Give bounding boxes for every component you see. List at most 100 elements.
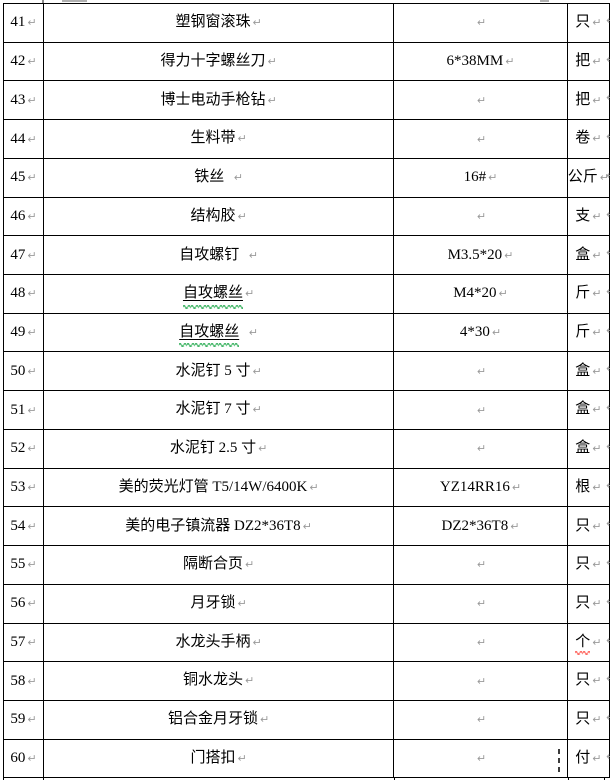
item-spec-cell[interactable]: ↵ <box>393 428 568 469</box>
item-spec-cell[interactable]: ↵ <box>393 583 568 624</box>
item-name-cell[interactable]: 自攻螺丝 ↵ <box>42 274 395 314</box>
item-name-cell[interactable]: 水龙头手柄 ↵ <box>42 622 395 663</box>
row-number-cell[interactable]: 52 ↵ <box>3 428 44 469</box>
row-number-cell[interactable]: 55 ↵ <box>3 545 44 585</box>
item-name-cell[interactable]: 得力十字螺丝刀 ↵ <box>42 41 395 82</box>
item-unit-cell[interactable]: 支 ↵ <box>566 196 610 237</box>
item-unit-decoration: 把 <box>575 53 590 70</box>
row-number: 59 <box>10 711 26 728</box>
item-name-cell[interactable]: 塑钢窗滚珠 ↵ <box>42 3 395 43</box>
item-name-cell[interactable]: 博士电动手枪钻 ↵ <box>42 80 395 121</box>
item-name-decoration: 隔断合页 <box>183 556 243 573</box>
row-number: 60 <box>10 750 26 767</box>
row-number-cell[interactable]: 47 ↵ <box>3 235 44 276</box>
item-spec-cell[interactable]: ↵ <box>393 3 568 43</box>
item-spec-cell[interactable]: 16# ↵ <box>393 157 568 198</box>
paragraph-mark-icon: ↵ <box>309 480 319 494</box>
item-name-cell[interactable]: 水泥钉 7 寸 ↵ <box>42 390 395 430</box>
item-unit-cell[interactable]: 盒 ↵ <box>566 390 610 430</box>
item-name-cell[interactable]: 隔断合页 ↵ <box>42 545 395 585</box>
row-number-cell[interactable]: 60 ↵ <box>3 738 44 779</box>
row-number-cell[interactable]: 59 ↵ <box>3 699 44 740</box>
item-name-cell[interactable]: 水泥钉 2.5 寸 ↵ <box>42 428 395 469</box>
paragraph-mark-icon: ↵ <box>27 326 37 340</box>
row-number-cell[interactable]: 45 ↵ <box>3 157 44 198</box>
row-number-cell[interactable]: 46 ↵ <box>3 196 44 237</box>
item-name-decoration: 水龙头手柄 <box>175 634 250 651</box>
item-name-cell[interactable]: 铝合金月牙锁 ↵ <box>42 699 395 740</box>
item-name-cell[interactable]: 美的电子镇流器 DZ2*36T8 ↵ <box>42 506 395 547</box>
item-spec-cell[interactable]: ↵ <box>393 699 568 740</box>
item-spec-cell[interactable]: DZ2*36T8 ↵ <box>393 506 568 547</box>
item-spec-cell[interactable]: M4*20 ↵ <box>393 274 568 314</box>
item-unit-cell[interactable]: 盒 ↵ <box>566 351 610 392</box>
item-name-cell[interactable]: 铁丝 ↵ <box>42 157 395 198</box>
item-spec: YZ14RR16 <box>439 478 510 495</box>
item-unit-cell[interactable]: 卷 ↵ <box>566 119 610 159</box>
paragraph-mark-icon: ↵ <box>592 635 602 649</box>
item-unit-cell[interactable]: 付 ↵ <box>566 738 610 779</box>
item-unit-cell[interactable]: 只 ↵ <box>566 583 610 624</box>
row-number-cell[interactable]: 54 ↵ <box>3 506 44 547</box>
item-unit-cell[interactable]: 只 ↵ <box>566 699 610 740</box>
item-unit-decoration: 把 <box>575 92 590 109</box>
table-row: 45 ↵ 铁丝 ↵ 16# ↵ 公斤 ↵ <box>3 157 610 198</box>
cropped-paragraph-mark: ↵ <box>606 595 610 608</box>
item-spec-cell[interactable]: ↵ <box>393 545 568 585</box>
item-name-cell[interactable]: 水泥钉 5 寸 ↵ <box>42 351 395 392</box>
row-number-cell[interactable]: 58 ↵ <box>3 661 44 701</box>
row-number-cell[interactable]: 49 ↵ <box>3 312 44 353</box>
row-number-cell[interactable]: 42 ↵ <box>3 41 44 82</box>
item-unit-cell[interactable]: 把 ↵ <box>566 80 610 121</box>
item-spec-cell[interactable]: ↵ <box>393 119 568 159</box>
row-number-cell[interactable]: 41 ↵ <box>3 3 44 43</box>
item-name-cell[interactable]: 结构胶 ↵ <box>42 196 395 237</box>
item-unit-cell[interactable]: 只 ↵ <box>566 3 610 43</box>
item-unit-cell[interactable]: 只 ↵ <box>566 545 610 585</box>
item-unit-cell[interactable]: 个 ↵ <box>566 622 610 663</box>
item-spec-cell[interactable]: M3.5*20 ↵ <box>393 235 568 276</box>
row-number-cell[interactable]: 44 ↵ <box>3 119 44 159</box>
item-name-cell[interactable]: 月牙锁 ↵ <box>42 583 395 624</box>
item-spec-cell[interactable]: ↵ <box>393 622 568 663</box>
item-unit-cell[interactable]: 只 ↵ <box>566 506 610 547</box>
item-unit-cell[interactable]: 斤 ↵ <box>566 312 610 353</box>
cropped-paragraph-mark: ↵ <box>606 53 610 66</box>
row-number-cell[interactable]: 48 ↵ <box>3 274 44 314</box>
row-number-cell[interactable]: 50 ↵ <box>3 351 44 392</box>
item-unit-cell[interactable]: 斤 ↵ <box>566 274 610 314</box>
item-name-cell[interactable]: 铜水龙头 ↵ <box>42 661 395 701</box>
row-number-cell[interactable]: 51 ↵ <box>3 390 44 430</box>
item-spec-cell[interactable]: YZ14RR16 ↵ <box>393 467 568 508</box>
item-unit-cell[interactable]: 盒 ↵ <box>566 428 610 469</box>
item-spec-cell[interactable]: ↵ <box>393 351 568 392</box>
item-name-cell[interactable]: 生料带 ↵ <box>42 119 395 159</box>
table-row: 56 ↵ 月牙锁 ↵ ↵ 只 ↵ <box>3 583 610 624</box>
item-unit-cell[interactable]: 盒 ↵ <box>566 235 610 276</box>
item-unit-cell[interactable]: 公斤 ↵ <box>566 157 610 198</box>
row-number-cell[interactable]: 53 ↵ <box>3 467 44 508</box>
paragraph-mark-icon: ↵ <box>592 132 602 146</box>
item-unit-cell[interactable]: 只 ↵ <box>566 661 610 701</box>
item-name-decoration: 水泥钉 5 寸 <box>175 363 250 380</box>
paragraph-mark-icon: ↵ <box>27 752 37 766</box>
item-spec-cell[interactable]: 6*38MM ↵ <box>393 41 568 82</box>
row-number-cell[interactable]: 43 ↵ <box>3 80 44 121</box>
row-number-cell[interactable]: 56 ↵ <box>3 583 44 624</box>
item-spec-cell[interactable]: 4*30 ↵ <box>393 312 568 353</box>
row-number-cell[interactable]: 57 ↵ <box>3 622 44 663</box>
paragraph-mark-icon: ↵ <box>244 287 255 301</box>
item-spec-cell[interactable]: ↵ <box>393 661 568 701</box>
item-spec-cell[interactable]: ↵ <box>393 196 568 237</box>
item-spec-cell[interactable]: ↵ <box>393 738 568 779</box>
paragraph-mark-icon: ↵ <box>237 751 247 765</box>
item-spec-cell[interactable]: ↵ <box>393 80 568 121</box>
item-unit-cell[interactable]: 把 ↵ <box>566 41 610 82</box>
item-name-cell[interactable]: 美的荧光灯管 T5/14W/6400K ↵ <box>42 467 395 508</box>
item-unit: 公斤 <box>567 169 598 186</box>
item-name-cell[interactable]: 自攻螺丝 ↵ <box>42 312 395 353</box>
item-name-cell[interactable]: 门搭扣 ↵ <box>42 738 395 779</box>
item-unit-cell[interactable]: 根 ↵ <box>566 467 610 508</box>
item-spec-cell[interactable]: ↵ <box>393 390 568 430</box>
item-name-cell[interactable]: 自攻螺钉 ↵ <box>42 235 395 276</box>
